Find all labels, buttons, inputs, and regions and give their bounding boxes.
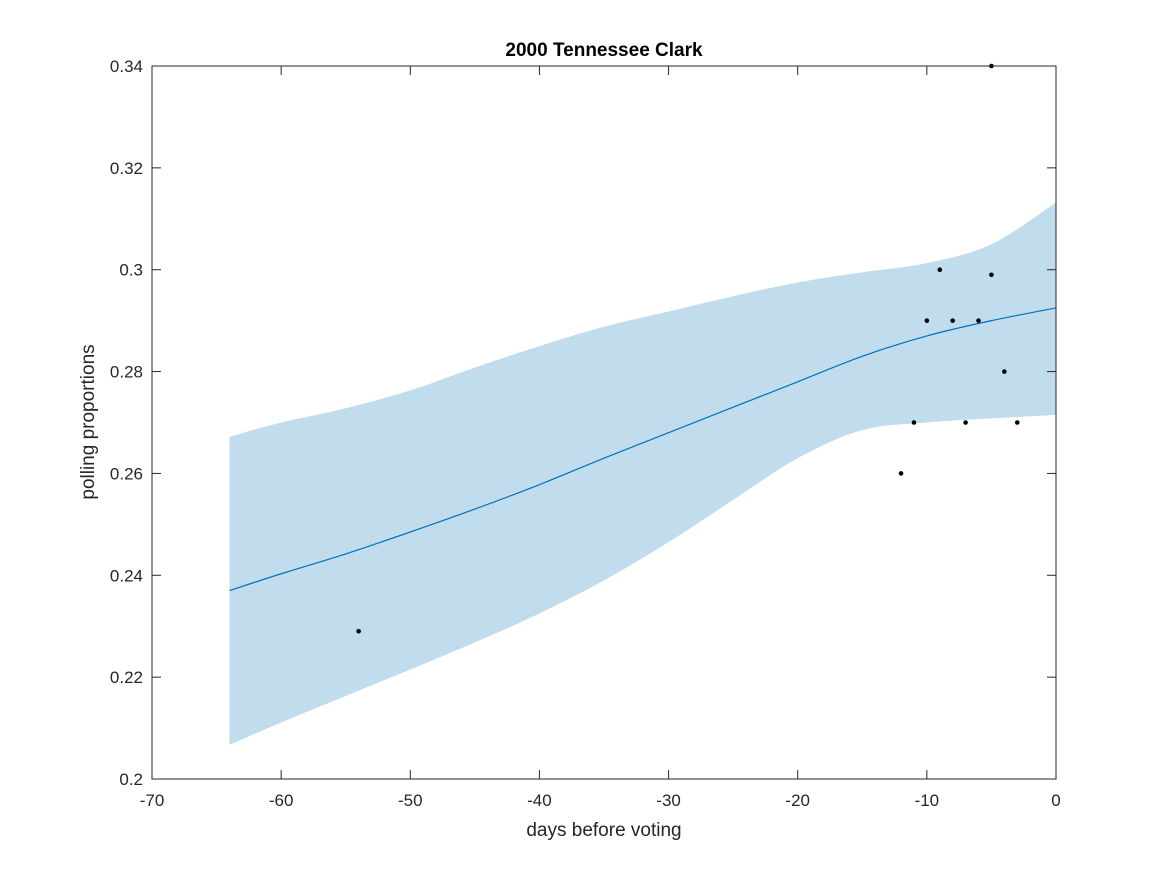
poll-point (937, 267, 943, 273)
poll-point (963, 420, 968, 425)
poll-point (911, 420, 917, 425)
x-axis-label: days before voting (526, 820, 681, 841)
y-tick-label: 0.22 (110, 668, 143, 687)
y-tick-label: 0.28 (110, 363, 143, 382)
poll-point (989, 272, 994, 278)
x-tick-label: -20 (785, 791, 810, 810)
poll-points-layer (356, 63, 1020, 634)
y-tick-label: 0.24 (110, 566, 143, 585)
axes (151, 65, 1057, 780)
x-tick-label: 0 (1051, 791, 1060, 810)
y-tick-label: 0.3 (119, 261, 143, 280)
y-tick-label: 0.32 (110, 159, 143, 178)
x-tick-label: -40 (527, 791, 552, 810)
x-tick-label: -50 (398, 791, 423, 810)
trend-line (229, 307, 1057, 592)
poll-point (898, 471, 904, 476)
tick-labels: -70 -60 -50 -40 -30 -20 -10 0 0.2 0.22 0.24 0.26 0.2… (110, 57, 1061, 810)
y-axis-label: polling proportions (78, 344, 99, 499)
plot-frame (151, 65, 1057, 780)
chart-title: 2000 Tennessee Clark (505, 40, 703, 61)
confidence-band (229, 202, 1056, 745)
poll-point (924, 318, 930, 323)
y-tick-label: 0.2 (119, 770, 143, 789)
y-tick-label: 0.34 (110, 57, 143, 76)
x-tick-label: -30 (656, 791, 681, 810)
poll-point (1002, 369, 1007, 374)
poll-point (976, 318, 981, 323)
poll-point (950, 318, 955, 323)
y-tick-label: 0.26 (110, 464, 143, 483)
poll-point (356, 629, 361, 634)
trend-line-layer (229, 307, 1057, 592)
x-tick-label: -60 (269, 791, 294, 810)
x-tick-label: -70 (140, 791, 165, 810)
confidence-band-layer (229, 202, 1056, 745)
x-tick-label: -10 (915, 791, 940, 810)
poll-point (1014, 420, 1020, 425)
